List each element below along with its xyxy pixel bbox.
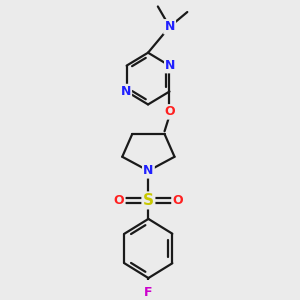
Text: O: O	[164, 105, 175, 119]
Text: N: N	[143, 164, 154, 177]
Text: O: O	[172, 194, 183, 207]
Text: O: O	[114, 194, 124, 207]
Text: S: S	[143, 193, 154, 208]
Text: F: F	[144, 286, 153, 299]
Text: N: N	[164, 20, 175, 33]
Text: N: N	[165, 59, 176, 72]
Text: N: N	[120, 85, 131, 98]
